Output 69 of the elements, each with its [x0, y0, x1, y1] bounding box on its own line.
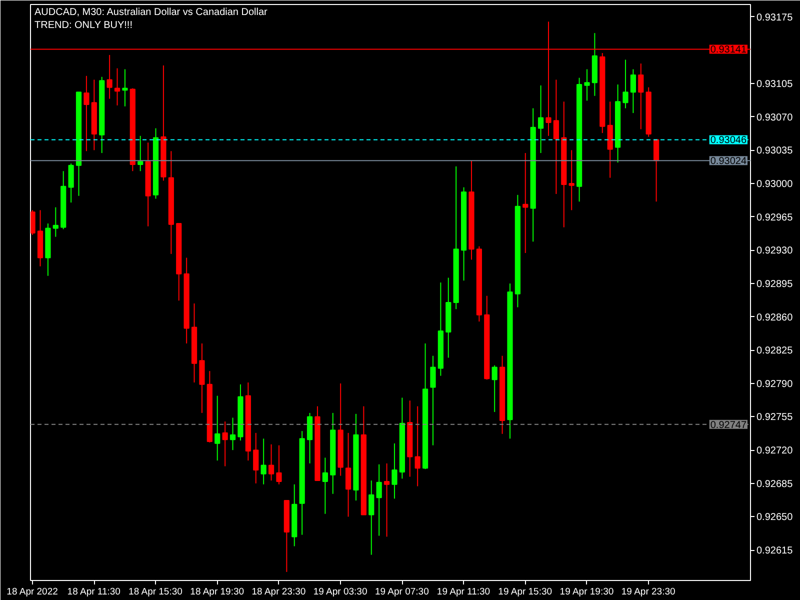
candlestick: [106, 54, 112, 100]
x-tick-label: 18 Apr 11:30: [67, 586, 120, 598]
candlestick: [68, 162, 74, 204]
y-tick-label: 0.93000: [756, 178, 794, 190]
candlestick: [522, 152, 528, 254]
x-tick-label: 18 Apr 19:30: [190, 586, 244, 598]
candlestick: [384, 462, 390, 538]
x-tick-label: 19 Apr 11:30: [436, 586, 490, 598]
y-tick-label: 0.92895: [756, 278, 794, 290]
candlestick: [638, 63, 644, 130]
candlestick: [306, 412, 313, 464]
x-tick-label: 18 Apr 2022: [6, 586, 58, 598]
x-tick-label: 19 Apr 07:30: [374, 586, 429, 598]
ref-line-label: 0.92747: [710, 420, 747, 431]
y-tick-label: 0.92720: [756, 446, 794, 457]
y-tick-label: 0.92615: [756, 546, 794, 557]
candlestick: [52, 206, 58, 238]
candlestick: [84, 75, 90, 152]
candlestick: [607, 101, 613, 178]
candlestick: [553, 79, 559, 194]
candlestick: [222, 421, 228, 467]
candlestick: [114, 68, 120, 106]
y-tick-label: 0.92685: [756, 478, 794, 490]
candlestick: [260, 438, 266, 485]
x-tick-label: 19 Apr 03:30: [313, 586, 368, 598]
ref-line-label: 0.93024: [710, 156, 747, 168]
ref-line-label: 0.93141: [710, 44, 747, 56]
chart-title: AUDCAD, M30: Australian Dollar vs Canadian Dollar: [34, 7, 268, 18]
candlestick: [430, 355, 436, 446]
y-tick-label: 0.92790: [756, 378, 794, 390]
candlestick: [492, 364, 498, 412]
candlestick: [276, 444, 282, 485]
candlestick: [199, 342, 205, 414]
candlestick: [392, 442, 398, 500]
x-tick-label: 18 Apr 23:30: [252, 586, 306, 598]
y-tick-label: 0.92965: [756, 212, 794, 224]
candlestick: [230, 417, 236, 451]
candlestick: [584, 68, 590, 102]
candlestick: [538, 84, 544, 154]
candlestick: [622, 59, 628, 109]
annotation: TREND: ONLY BUY!!!: [34, 20, 132, 31]
ref-line-label: 0.93046: [710, 135, 747, 146]
candlestick: [653, 139, 660, 202]
x-tick-label: 19 Apr 19:30: [560, 586, 614, 598]
y-tick-label: 0.93035: [756, 146, 794, 157]
candlestick: [368, 480, 374, 556]
x-tick-label: 19 Apr 23:30: [621, 586, 676, 598]
y-tick-label: 0.93070: [756, 112, 794, 124]
candlestick: [253, 432, 259, 484]
y-tick-label: 0.92930: [756, 246, 794, 257]
candlestick: [268, 444, 274, 482]
y-tick-label: 0.92650: [756, 512, 794, 524]
y-tick-label: 0.92860: [756, 312, 794, 324]
y-tick-label: 0.92825: [756, 346, 794, 357]
candlestick: [414, 406, 420, 487]
candlestick: [138, 135, 144, 172]
y-tick-label: 0.92755: [756, 412, 794, 424]
candlestick: [345, 432, 352, 518]
candlestick: [214, 395, 220, 462]
candlestick: [568, 150, 574, 211]
candlestick: [30, 210, 36, 236]
y-tick-label: 0.93175: [756, 12, 794, 24]
x-tick-label: 19 Apr 15:30: [498, 586, 552, 598]
y-tick-label: 0.93105: [756, 79, 794, 90]
candlestick: [630, 68, 636, 114]
candlestick: [322, 457, 328, 514]
candlestick: [122, 68, 128, 107]
x-tick-label: 18 Apr 15:30: [128, 586, 182, 598]
candlestick: [376, 464, 382, 536]
